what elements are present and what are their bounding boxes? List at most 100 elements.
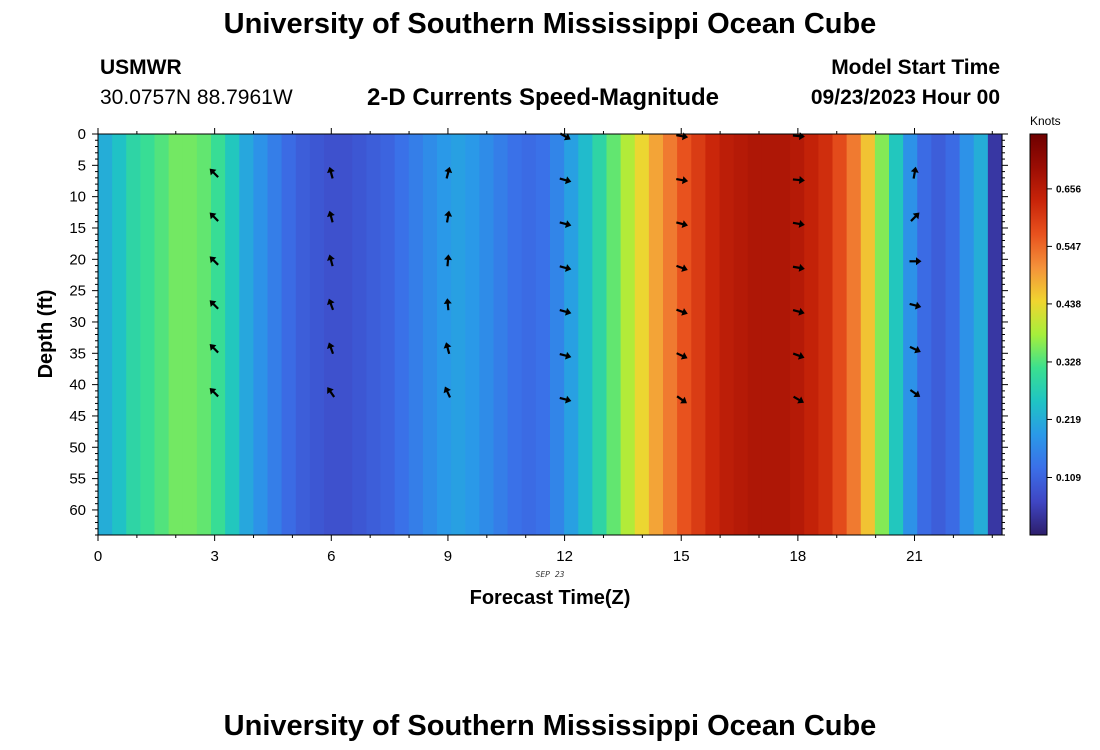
speed-cell bbox=[352, 134, 367, 535]
current-arrow bbox=[559, 220, 572, 228]
y-tick-label: 5 bbox=[78, 157, 86, 174]
y-tick-label: 55 bbox=[69, 471, 86, 488]
current-arrow bbox=[443, 342, 452, 355]
speed-cell bbox=[126, 134, 141, 535]
speed-cell bbox=[535, 134, 551, 535]
y-tick-label: 40 bbox=[69, 377, 86, 394]
speed-cell bbox=[98, 134, 113, 535]
heatmap-layer bbox=[98, 134, 1003, 535]
current-arrow bbox=[909, 389, 921, 398]
speed-cell bbox=[338, 134, 353, 535]
x-tick-label: 0 bbox=[94, 548, 102, 565]
current-arrow bbox=[909, 257, 922, 266]
speed-cell bbox=[804, 134, 819, 535]
speed-cell bbox=[889, 134, 904, 535]
station-name: USMWR bbox=[100, 56, 182, 79]
current-arrow bbox=[444, 210, 453, 223]
current-arrow bbox=[559, 351, 572, 360]
speed-cell bbox=[790, 134, 805, 535]
colorbar-units-label: Knots bbox=[1030, 114, 1061, 128]
speed-cell bbox=[818, 134, 834, 535]
speed-cell bbox=[719, 134, 735, 535]
speed-cell bbox=[521, 134, 537, 535]
speed-cell bbox=[281, 134, 297, 535]
speed-cell bbox=[973, 134, 989, 535]
speed-cell bbox=[479, 134, 495, 535]
speed-cell bbox=[917, 134, 932, 535]
current-arrow bbox=[792, 263, 805, 272]
current-arrow bbox=[209, 168, 219, 178]
current-arrow bbox=[327, 298, 335, 311]
colorbar-tick-label: 0.438 bbox=[1056, 299, 1081, 310]
y-tick-label: 30 bbox=[69, 314, 86, 331]
speed-cell bbox=[140, 134, 156, 535]
current-arrow bbox=[559, 264, 572, 272]
speed-cell bbox=[592, 134, 608, 535]
y-tick-label: 45 bbox=[69, 408, 86, 425]
current-arrow bbox=[909, 301, 922, 310]
y-axis-label: Depth (ft) bbox=[35, 290, 57, 379]
current-arrow bbox=[327, 210, 335, 223]
colorbar bbox=[1029, 133, 1048, 536]
speed-cell bbox=[324, 134, 339, 535]
current-arrow bbox=[327, 166, 335, 179]
current-arrow bbox=[327, 342, 335, 355]
y-tick-label: 15 bbox=[69, 220, 86, 237]
x-tick-label: 21 bbox=[906, 548, 923, 565]
speed-cell bbox=[705, 134, 721, 535]
current-arrow bbox=[559, 395, 572, 404]
speed-cell bbox=[154, 134, 170, 535]
speed-cell bbox=[267, 134, 283, 535]
speed-cell bbox=[437, 134, 452, 535]
speed-cell bbox=[620, 134, 636, 535]
speed-cell bbox=[507, 134, 523, 535]
current-arrow bbox=[327, 254, 335, 267]
current-arrow bbox=[792, 176, 805, 185]
current-arrow bbox=[559, 176, 572, 185]
speed-cell bbox=[860, 134, 876, 535]
speed-cell bbox=[253, 134, 269, 535]
y-tick-label: 25 bbox=[69, 283, 86, 300]
speed-cell bbox=[196, 134, 212, 535]
current-arrow bbox=[443, 298, 452, 311]
current-arrow bbox=[209, 387, 219, 398]
speed-cell bbox=[776, 134, 791, 535]
speed-cell bbox=[987, 134, 1003, 535]
speed-cell bbox=[422, 134, 438, 535]
speed-cell bbox=[945, 134, 961, 535]
speed-cell bbox=[691, 134, 706, 535]
station-coordinates: 30.0757N 88.7961W bbox=[100, 86, 293, 109]
current-arrow bbox=[676, 308, 688, 316]
current-arrow bbox=[676, 220, 688, 228]
y-tick-label: 60 bbox=[69, 502, 86, 519]
x-tick-label: 18 bbox=[790, 548, 807, 565]
speed-cell bbox=[578, 134, 593, 535]
speed-cell bbox=[408, 134, 424, 535]
colorbar-tick-label: 0.547 bbox=[1056, 242, 1081, 253]
speed-cell bbox=[903, 134, 918, 535]
colorbar-ticks: 0.109 0.219 0.328 0.438 0.547 0.656 bbox=[1047, 184, 1081, 484]
speed-cell bbox=[380, 134, 396, 535]
speed-cell bbox=[733, 134, 749, 535]
current-arrow bbox=[676, 395, 687, 404]
speed-cell bbox=[493, 134, 509, 535]
y-tick-label: 50 bbox=[69, 439, 86, 456]
x-tick-label: 3 bbox=[210, 548, 218, 565]
y-tick-label: 0 bbox=[78, 126, 86, 143]
speed-cell bbox=[959, 134, 975, 535]
speed-cell bbox=[761, 134, 777, 535]
current-arrow bbox=[792, 220, 805, 228]
current-arrow bbox=[793, 395, 804, 404]
chart-subtitle: 2-D Currents Speed-Magnitude bbox=[367, 84, 720, 111]
y-tick-label: 20 bbox=[69, 251, 86, 268]
speed-cell bbox=[168, 134, 184, 535]
current-arrow bbox=[209, 300, 219, 310]
x-tick-label: 6 bbox=[327, 548, 335, 565]
speed-cell bbox=[663, 134, 678, 535]
x-axis-label: Forecast Time(Z) bbox=[470, 587, 631, 609]
x-tick-label: 9 bbox=[444, 548, 452, 565]
speed-cell bbox=[465, 134, 480, 535]
current-arrow bbox=[209, 256, 219, 266]
speed-cell bbox=[564, 134, 579, 535]
